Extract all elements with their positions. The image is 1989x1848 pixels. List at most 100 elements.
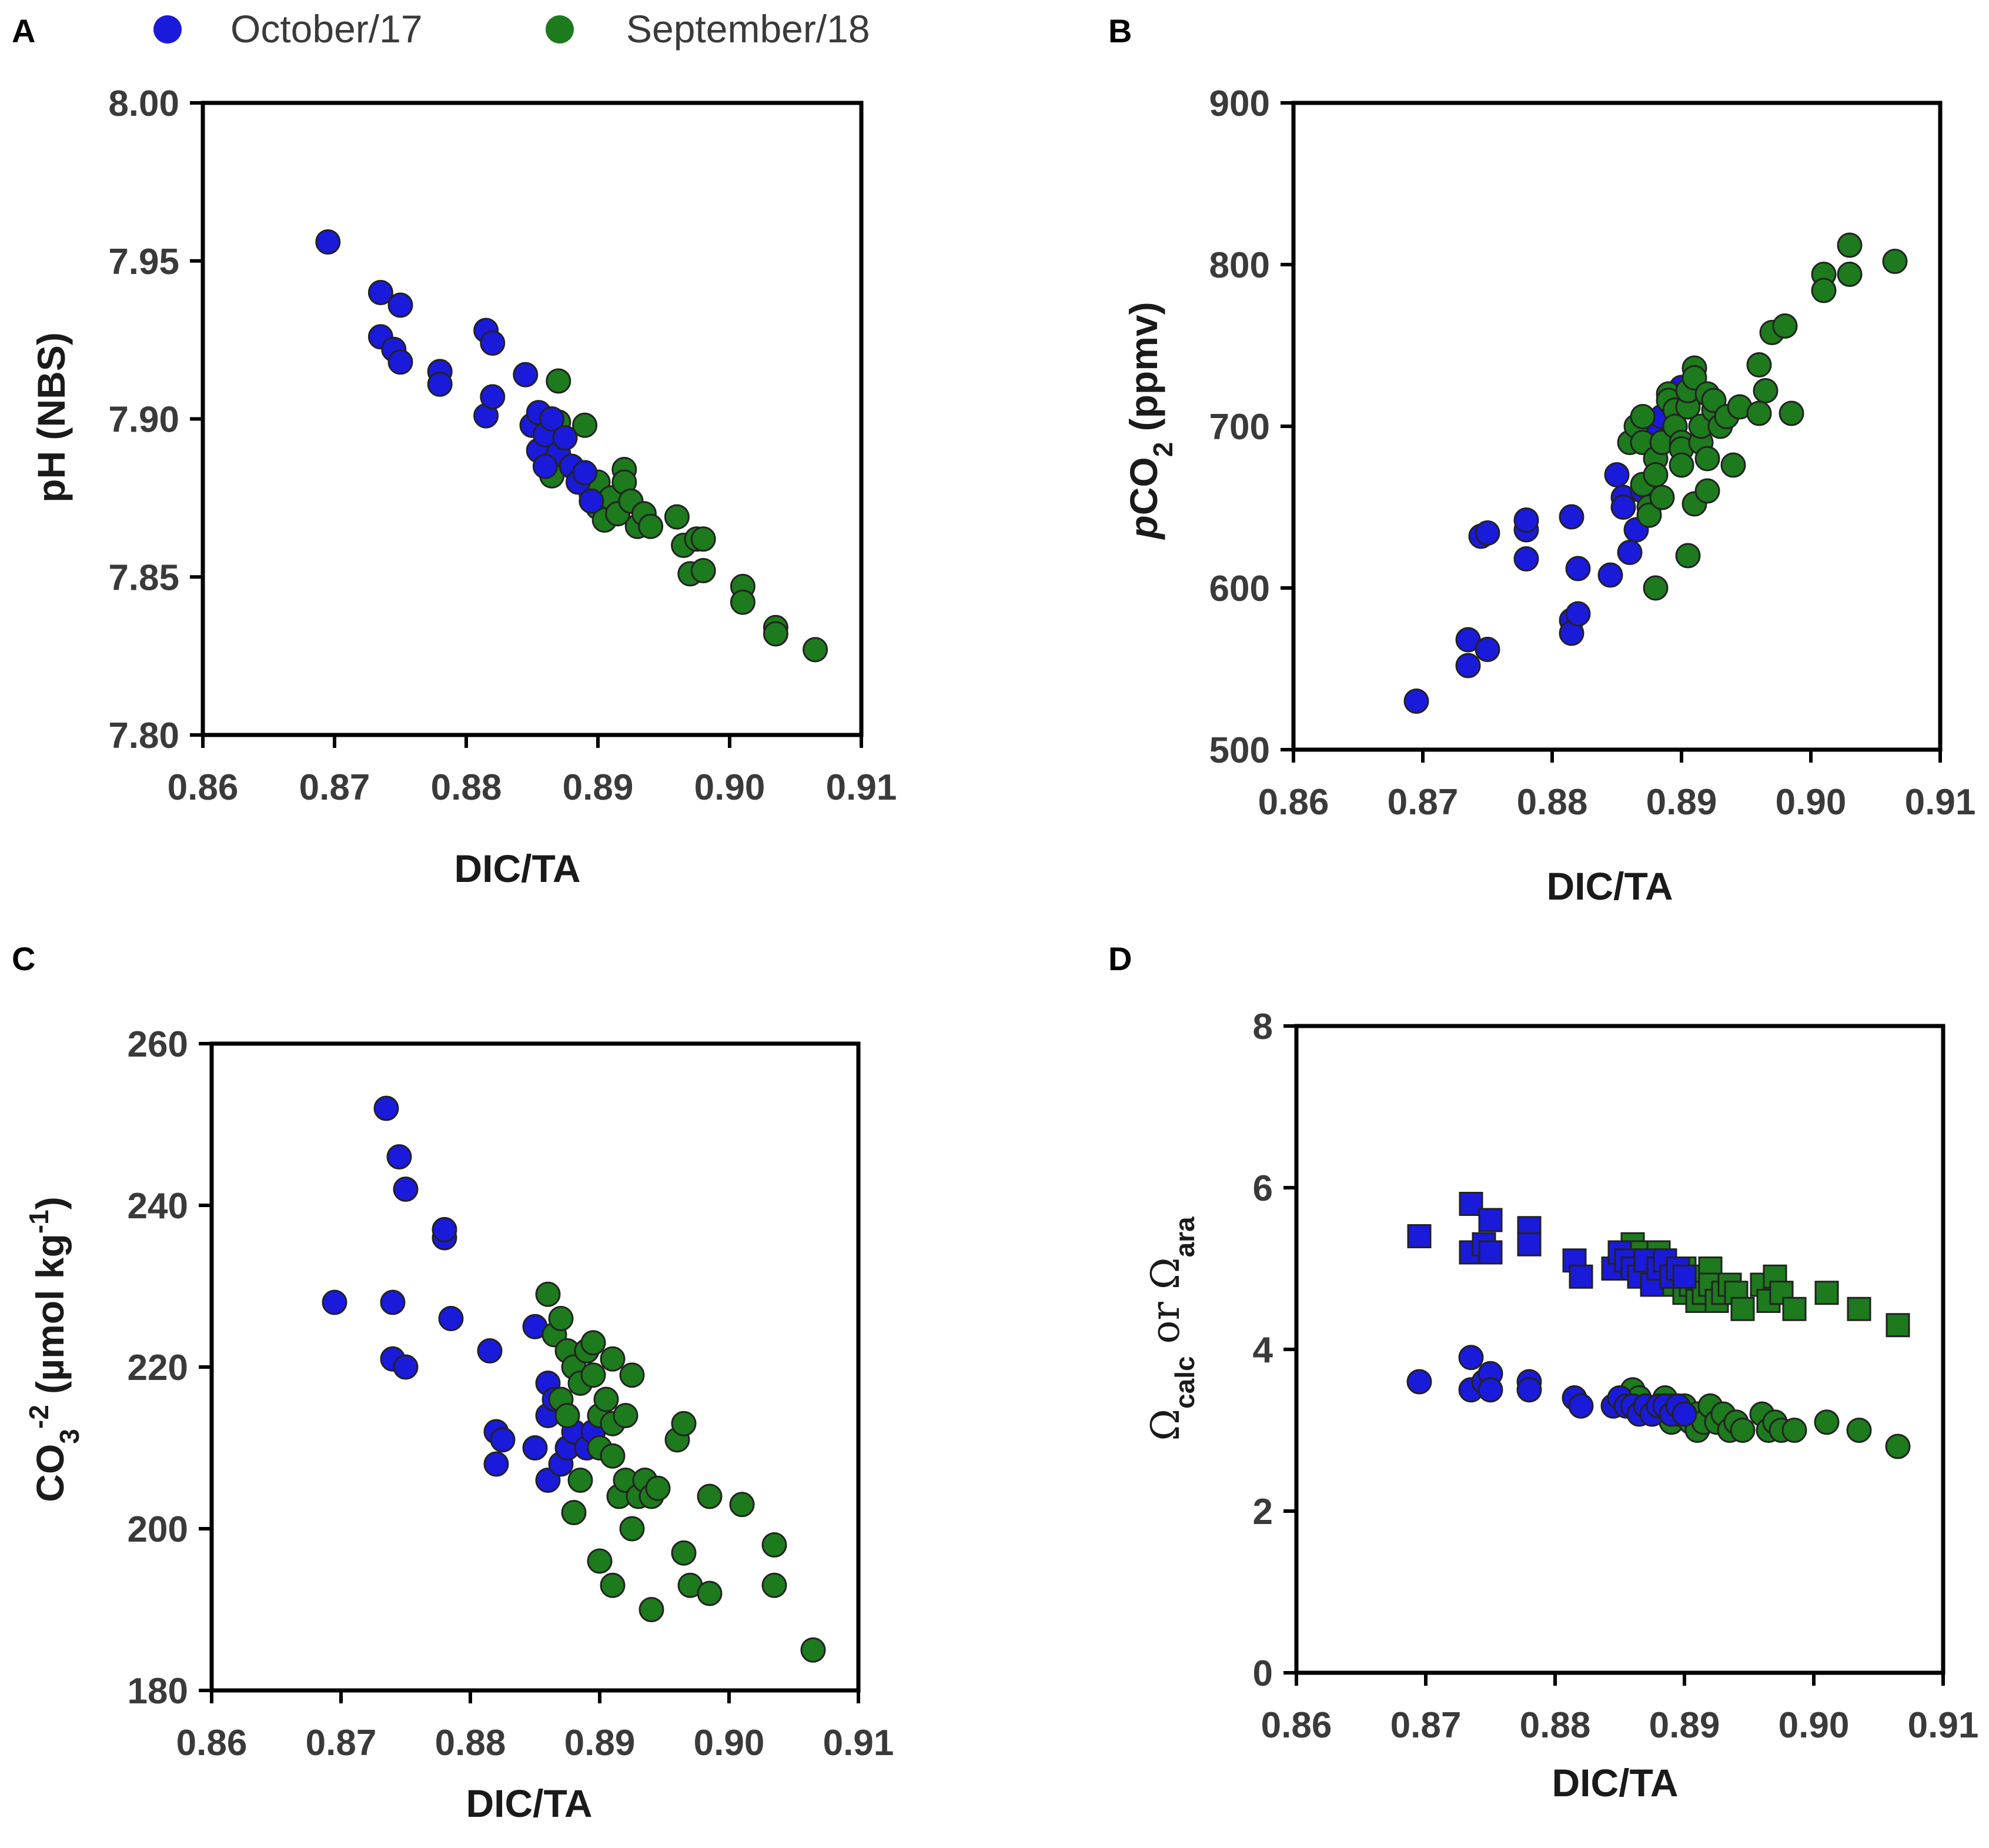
panel-b-point-s0-15 [1604,462,1630,487]
panel-d-point-s1-4 [1478,1208,1503,1232]
panel-b-point-s0-7 [1513,507,1539,533]
panel-b-point-s1-41 [1779,400,1804,426]
panel-d-x-tick-label-3: 0.89 [1649,1705,1720,1746]
panel-letter-b: B [1108,12,1132,49]
panel-b-point-s0-8 [1513,546,1539,572]
panel-b-point-s1-37 [1746,352,1772,377]
panel-b-point-s0-1 [1455,653,1481,679]
panel-b-point-s1-44 [1837,232,1863,258]
panel-c-point-s1-22 [619,1362,645,1388]
panel-a-point-s1-19 [552,425,578,451]
panel-c-x-axis-title: DIC/TA [466,1782,592,1825]
panel-d-y-title-sub2: ara [1169,1217,1200,1257]
panel-b-x-axis-title: DIC/TA [1546,864,1673,908]
panel-c-y-title-sup2: -1 [24,1209,54,1234]
panel-a-point-s1-7 [427,371,453,397]
panel-a-axes: 0.86 0.87 0.88 0.89 0.90 0.91 7.80 7.85 7.90 7.95… [108,83,897,808]
panel-b-point-s0-12 [1559,504,1584,530]
panel-a-point-s1-22 [572,460,598,486]
panel-c-point-s0-1 [373,1095,399,1121]
panel-b-y-tick-label-3: 800 [1209,245,1270,286]
panel-a-y-tick-label-2: 7.90 [108,400,179,440]
panel-c-y-axis-title: CO3-2 (µmol kg-1) [24,1197,85,1502]
panel-c-y-title-sup: -2 [24,1405,54,1429]
panel-c-y-tick-label-4: 260 [128,1024,188,1065]
panel-c-x-tick-label-4: 0.90 [694,1723,765,1763]
panel-c-x-tick-label-5: 0.91 [823,1723,894,1763]
legend-label-september18: September/18 [626,7,870,51]
panel-a-x-axis-title: DIC/TA [454,847,580,890]
panel-d-x-tick-label-4: 0.90 [1779,1705,1850,1746]
panel-d-point-s3-0 [1406,1369,1432,1395]
panel-c-point-s1-9 [561,1500,587,1525]
panel-c-y-title-sub: 3 [54,1429,85,1444]
legend-label-october17: October/17 [230,7,423,51]
panel-a-y-tick-label-3: 7.95 [108,242,179,282]
panel-c-point-s1-12 [580,1362,606,1388]
panel-d-point-s2-24 [1781,1418,1807,1443]
panel-a-point-s0-2 [572,412,598,438]
panel-c-y-title-end: ) [28,1197,72,1209]
panel-a-point-s1-17 [539,406,565,432]
panel-d-x-tick-label-0: 0.86 [1261,1705,1332,1746]
panel-c-point-s1-23 [619,1516,645,1542]
panel-d-chart: 0.86 0.87 0.88 0.89 0.90 0.91 0 2 4 6 8 DIC/TA Ωca… [1143,1007,1978,1804]
panel-b-point-s1-34 [1720,452,1746,478]
panel-c-y-tick-label-2: 220 [128,1348,188,1388]
panel-a-x-tick-label-1: 0.87 [299,767,370,808]
panel-a-y-tick-label-0: 7.80 [108,716,179,756]
panel-b-point-s1-38 [1753,378,1779,403]
panel-b-point-s0-13 [1565,556,1591,582]
panel-c-axes: 0.86 0.87 0.88 0.89 0.90 0.91 180 200 220 240 260 [128,1024,894,1763]
panel-b-x-tick-label-3: 0.89 [1646,782,1717,823]
panel-d-y-tick-label-2: 4 [1253,1330,1273,1371]
panel-b-point-s1-40 [1772,313,1798,339]
panel-a-y-axis-title: pH (NBS) [29,332,73,503]
panel-a-point-s0-23 [690,526,716,552]
panel-d-y-title-or: or [1143,1289,1188,1356]
panel-c-x-tick-label-2: 0.88 [435,1723,506,1763]
panel-c-x-tick-label-0: 0.86 [176,1723,248,1763]
panel-d-y-title-omega1: Ω [1143,1409,1188,1441]
panel-c-point-s0-0 [322,1289,347,1315]
panel-c-point-s0-12 [483,1451,509,1477]
panel-d-point-s0-30 [1886,1313,1910,1338]
panel-c-marks [322,1095,826,1663]
panel-a-point-s0-25 [730,589,756,615]
legend-marker-october17 [153,15,182,44]
panel-d-point-s2-27 [1885,1433,1911,1459]
panel-d-point-s0-22 [1730,1296,1755,1321]
panel-c-point-s1-11 [580,1330,606,1356]
panel-c-y-tick-label-0: 180 [128,1671,188,1712]
panel-b-point-s1-7 [1643,575,1669,601]
panel-b-point-s0-5 [1475,520,1500,546]
panel-c-point-s0-8 [432,1217,457,1242]
panel-a-chart: 0.86 0.87 0.88 0.89 0.90 0.91 7.80 7.85 7.90 7.95… [29,83,897,890]
panel-c-point-s1-2 [548,1306,574,1331]
panel-a-point-s0-17 [638,513,664,539]
panel-letter-c: C [12,940,35,977]
panel-a-point-s1-5 [387,349,413,375]
panel-b-point-s0-0 [1403,689,1429,714]
panel-b-y-title-main: CO [1122,457,1165,515]
panel-b-point-s1-18 [1669,452,1694,478]
panel-c-point-s1-37 [729,1492,755,1518]
panel-d-point-s1-0 [1407,1224,1432,1248]
panel-b-point-s1-6 [1636,502,1662,528]
panel-b-y-title-suffix: (ppmv) [1122,302,1165,442]
panel-b-y-title-prefix: p [1122,515,1165,540]
panel-b-point-s1-2 [1630,404,1656,429]
panel-b-x-tick-label-5: 0.91 [1905,782,1976,823]
panel-c-x-tick-label-3: 0.89 [564,1723,636,1763]
panel-c-y-title-main: CO [28,1444,72,1502]
panel-c-point-s1-27 [645,1475,671,1501]
panel-a-marks [315,229,828,663]
panel-c-x-tick-label-1: 0.87 [306,1723,377,1763]
panel-d-point-s3-7 [1516,1377,1542,1403]
panel-c-point-s1-29 [600,1572,626,1598]
panel-b-point-s0-18 [1617,540,1643,565]
panel-c-point-s1-30 [639,1597,664,1622]
panel-b-y-tick-label-1: 600 [1209,569,1270,609]
panel-c-point-s1-28 [587,1548,613,1574]
